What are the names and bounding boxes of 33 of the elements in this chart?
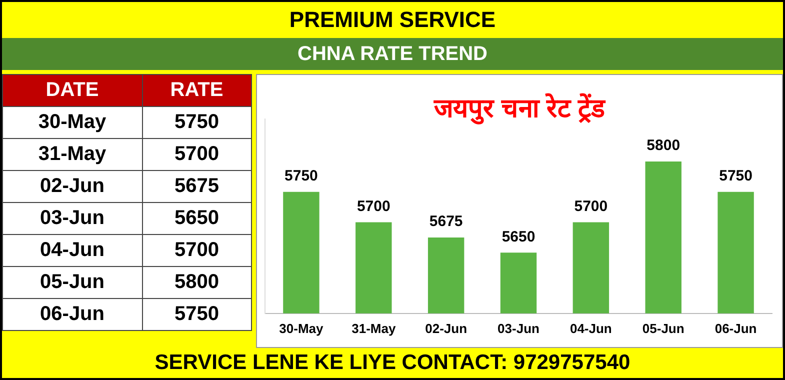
category-label: 03-Jun	[40, 207, 104, 229]
x-tick-label: 06-Jun	[714, 320, 757, 336]
text: DATE	[2, 74, 142, 106]
text: 5650	[174, 207, 220, 229]
category-label: 31-May	[38, 143, 106, 165]
data-label: 5750	[284, 168, 318, 185]
data-label: 5650	[502, 228, 536, 246]
x-tick-label: 02-Jun	[425, 320, 468, 336]
x-tick-label: 04-Jun	[570, 320, 612, 336]
data-label: 5675	[429, 213, 463, 230]
text: 5700	[174, 143, 220, 165]
category-label: 04-Jun	[40, 239, 104, 261]
data-label: 5700	[574, 198, 608, 215]
data-label: 5750	[719, 168, 752, 185]
chart-title: PREMIUM SERVICE	[288, 6, 497, 34]
data-label: 5700	[356, 198, 390, 215]
text: SERVICE LENE KE LIYE CONTACT: 9729757540	[154, 350, 632, 376]
annotation: जयपुर चना रेट ट्रेंड	[432, 92, 607, 125]
x-tick-label: 30-May	[279, 320, 324, 336]
x-tick-label: 03-Jun	[498, 320, 540, 336]
text: 5800	[174, 271, 220, 293]
category-label: 30-May	[38, 111, 106, 133]
x-tick-label: 05-Jun	[642, 320, 684, 336]
text: RATE	[142, 74, 252, 106]
category-label: 02-Jun	[40, 175, 104, 197]
x-tick-label: 31-May	[352, 320, 396, 336]
text: 5700	[174, 239, 220, 261]
data-label: 5800	[646, 137, 680, 154]
text: 5675	[174, 175, 220, 197]
text: 5750	[174, 303, 220, 325]
chart-subtitle: CHNA RATE TREND	[2, 38, 783, 70]
category-label: 05-Jun	[40, 271, 104, 293]
text: 5750	[174, 111, 220, 133]
